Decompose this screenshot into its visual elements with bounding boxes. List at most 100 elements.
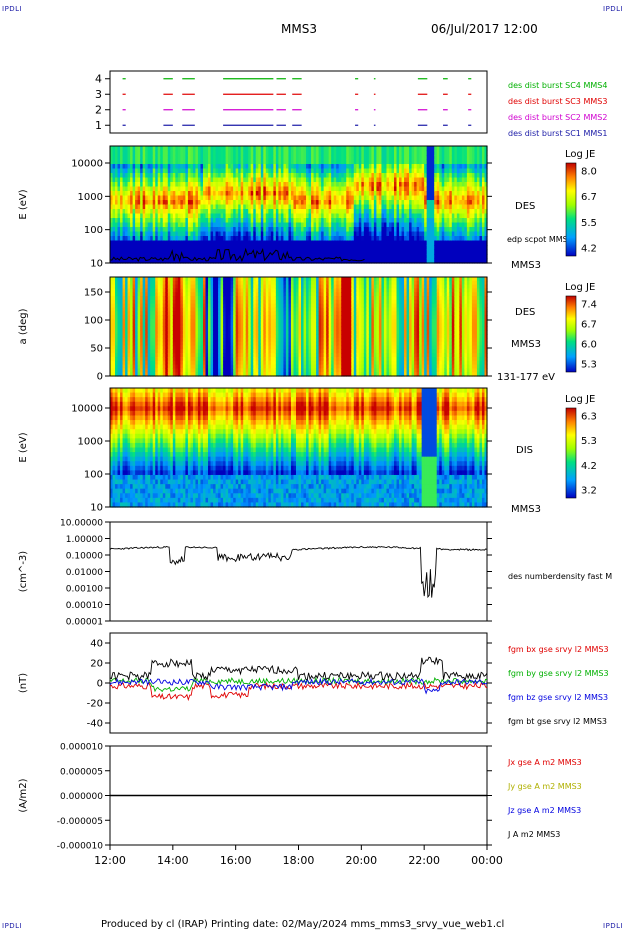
des-energy-heatmap-cell xyxy=(409,249,413,255)
des-energy-heatmap-cell xyxy=(378,159,383,165)
des-energy-heatmap-cell xyxy=(366,159,370,165)
des-energy-heatmap-cell xyxy=(200,249,204,255)
des-energy-heatmap-cell xyxy=(142,249,146,255)
des-energy-heatmap-cell xyxy=(235,177,239,183)
des-energy-heatmap-cell xyxy=(215,240,219,246)
des-energy-heatmap-cell xyxy=(245,236,249,242)
des-energy-heatmap-cell xyxy=(170,218,174,224)
des-energy-heatmap-cell xyxy=(225,186,229,192)
des-energy-heatmap-cell xyxy=(202,231,207,237)
des-energy-heatmap-cell xyxy=(353,245,357,251)
des-energy-heatmap-cell xyxy=(235,164,239,170)
des-energy-heatmap-cell xyxy=(175,240,179,246)
des-energy-heatmap-cell xyxy=(127,218,131,224)
des-energy-heatmap-cell xyxy=(290,209,295,215)
des-energy-heatmap-cell xyxy=(190,227,194,233)
des-energy-heatmap-cell xyxy=(333,231,337,237)
des-energy-heatmap-cell xyxy=(358,173,362,179)
des-energy-heatmap-cell xyxy=(396,173,400,179)
des-energy-heatmap-cell xyxy=(147,150,151,156)
des-energy-heatmap-cell xyxy=(245,227,249,233)
des-energy-heatmap-cell xyxy=(356,236,360,242)
des-energy-heatmap-cell xyxy=(336,186,340,192)
des-energy-heatmap-cell xyxy=(338,186,342,192)
des-energy-heatmap-cell xyxy=(155,254,159,260)
des-energy-heatmap-cell xyxy=(248,177,252,183)
des-energy-heatmap-cell xyxy=(155,168,159,174)
des-energy-heatmap-cell xyxy=(353,155,357,161)
des-energy-heatmap-cell xyxy=(316,258,320,264)
des-energy-heatmap-cell xyxy=(318,173,322,179)
des-energy-heatmap-cell xyxy=(240,204,244,210)
des-energy-heatmap-cell xyxy=(117,168,121,174)
des-energy-heatmap-cell xyxy=(245,150,249,156)
des-energy-heatmap-cell xyxy=(331,213,335,219)
des-energy-tick-label: 10 xyxy=(90,259,103,270)
des-energy-heatmap-cell xyxy=(110,240,114,246)
des-energy-heatmap-cell xyxy=(200,168,204,174)
des-energy-heatmap-cell xyxy=(110,200,114,206)
des-energy-heatmap-cell xyxy=(323,218,327,224)
des-energy-heatmap-cell xyxy=(130,195,134,201)
des-energy-heatmap-cell xyxy=(140,159,144,165)
des-energy-heatmap-cell xyxy=(290,254,295,260)
des-energy-heatmap-cell xyxy=(313,164,317,170)
des-energy-heatmap-cell xyxy=(122,155,126,161)
des-energy-heatmap-cell xyxy=(411,177,415,183)
des-energy-heatmap-cell xyxy=(223,236,227,242)
des-energy-heatmap-cell xyxy=(404,209,408,215)
des-energy-heatmap-cell xyxy=(127,227,131,233)
des-energy-heatmap-cell xyxy=(233,227,237,233)
des-energy-heatmap-cell xyxy=(265,150,269,156)
des-energy-heatmap-cell xyxy=(210,240,214,246)
des-energy-heatmap-cell xyxy=(142,204,146,210)
des-energy-heatmap-cell xyxy=(338,182,342,188)
des-energy-heatmap-cell xyxy=(135,168,139,174)
des-energy-heatmap-cell xyxy=(162,222,166,228)
des-energy-heatmap-cell xyxy=(135,254,139,260)
des-energy-heatmap-cell xyxy=(388,164,393,170)
des-energy-heatmap-cell xyxy=(409,204,413,210)
des-energy-heatmap-cell xyxy=(333,164,337,170)
des-energy-heatmap-cell xyxy=(353,240,357,246)
des-energy-heatmap-cell xyxy=(388,168,393,174)
des-energy-heatmap-cell xyxy=(386,213,390,219)
des-energy-heatmap-cell xyxy=(172,240,176,246)
des-energy-heatmap-cell xyxy=(290,222,295,228)
des-energy-heatmap-cell xyxy=(180,155,184,161)
des-energy-heatmap-cell xyxy=(361,245,365,251)
des-energy-heatmap-cell xyxy=(318,249,322,255)
des-energy-heatmap-cell xyxy=(373,227,378,233)
des-energy-heatmap-cell xyxy=(220,245,224,251)
des-energy-heatmap-cell xyxy=(331,146,335,152)
des-energy-heatmap-cell xyxy=(260,168,264,174)
des-energy-heatmap-cell xyxy=(142,236,146,242)
des-energy-heatmap-cell xyxy=(200,200,204,206)
des-energy-heatmap-cell xyxy=(120,150,124,156)
des-energy-heatmap-cell xyxy=(341,195,345,201)
des-energy-heatmap-cell xyxy=(376,191,380,197)
des-energy-heatmap-cell xyxy=(175,213,179,219)
des-energy-heatmap-cell xyxy=(306,258,310,264)
des-energy-heatmap-cell xyxy=(130,159,134,165)
des-energy-heatmap-cell xyxy=(404,200,408,206)
des-energy-heatmap-cell xyxy=(386,195,390,201)
des-energy-heatmap-cell xyxy=(383,213,388,219)
des-energy-heatmap-cell xyxy=(411,227,415,233)
des-energy-heatmap-cell xyxy=(135,249,139,255)
des-energy-heatmap-cell xyxy=(406,155,410,161)
des-energy-heatmap-cell xyxy=(147,186,151,192)
des-energy-heatmap-cell xyxy=(356,231,360,237)
des-energy-heatmap-cell xyxy=(245,222,249,228)
des-energy-heatmap-cell xyxy=(235,249,239,255)
des-energy-heatmap-cell xyxy=(391,236,395,242)
des-energy-heatmap-cell xyxy=(391,164,395,170)
des-energy-heatmap-cell xyxy=(353,204,357,210)
des-energy-heatmap-cell xyxy=(162,146,166,152)
des-energy-heatmap-cell xyxy=(366,191,370,197)
des-energy-heatmap-cell xyxy=(162,209,166,215)
des-energy-heatmap-cell xyxy=(394,222,398,228)
des-energy-heatmap-cell xyxy=(112,159,116,165)
des-energy-heatmap-cell xyxy=(210,222,214,228)
des-energy-heatmap-cell xyxy=(331,168,335,174)
